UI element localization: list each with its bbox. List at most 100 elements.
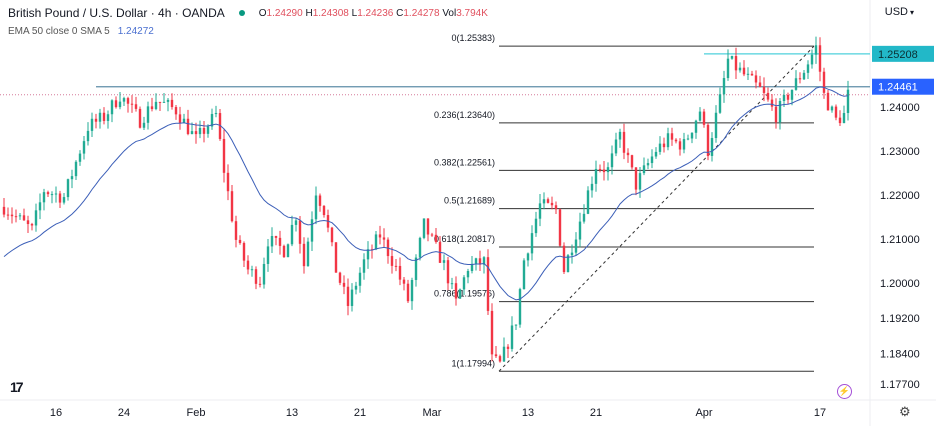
candle-down	[706, 124, 710, 156]
tradingview-logo[interactable]: 17	[10, 379, 24, 395]
candle-down	[222, 138, 226, 173]
candle-up	[802, 72, 806, 80]
candle-up	[638, 173, 642, 190]
candle-up	[214, 113, 218, 115]
candle-down	[838, 117, 842, 124]
candle-up	[110, 100, 114, 115]
candle-down	[402, 279, 406, 284]
candle-down	[662, 143, 666, 148]
time-tick-label: 21	[590, 407, 602, 419]
candle-down	[426, 218, 430, 235]
candle-down	[670, 133, 674, 140]
ohlc-values: O1.24290 H1.24308 L1.24236 C1.24278 Vol3…	[259, 8, 488, 19]
fib-level-label: 0.236(1.23640)	[434, 110, 495, 120]
candle-down	[230, 191, 234, 222]
candle-down	[834, 106, 838, 118]
candle-down	[630, 155, 634, 168]
candle-down	[822, 71, 826, 93]
candle-down	[634, 167, 638, 190]
candle-up	[62, 197, 66, 203]
candle-down	[394, 265, 398, 267]
time-tick-label: Mar	[423, 407, 442, 419]
candle-up	[366, 249, 370, 260]
candle-up	[614, 139, 618, 154]
candle-down	[550, 202, 554, 206]
candle-down	[242, 242, 246, 261]
indicator-legend[interactable]: EMA 50 close 0 SMA 5 1.24272	[8, 26, 488, 37]
candle-down	[494, 354, 498, 357]
candle-down	[598, 168, 602, 170]
candle-down	[218, 113, 222, 139]
candle-up	[210, 113, 214, 127]
price-axis[interactable]: 1.24000 1.23000 1.22000 1.21000 1.20000 1.192…	[880, 102, 920, 391]
candle-down	[750, 73, 754, 76]
candle-up	[250, 269, 254, 271]
candle-up	[686, 138, 690, 140]
indicator-label: EMA 50 close 0 SMA 5	[8, 26, 110, 37]
price-tick-label: 1.24000	[880, 102, 920, 114]
lightning-icon[interactable]: ⚡	[837, 384, 852, 399]
fib-level-label: 0.382(1.22561)	[434, 157, 495, 167]
candle-down	[282, 245, 286, 258]
candle-up	[842, 113, 846, 124]
candle-up	[714, 112, 718, 139]
candle-up	[362, 259, 366, 273]
currency-selector[interactable]: USD ▾	[885, 6, 914, 18]
candle-down	[334, 242, 338, 273]
candle-down	[158, 101, 162, 103]
candle-up	[514, 324, 518, 326]
candle-up	[730, 56, 734, 59]
candle-up	[666, 133, 670, 148]
candle-up	[794, 78, 798, 90]
candle-up	[658, 143, 662, 152]
candle-up	[846, 89, 850, 114]
symbol-title[interactable]: British Pound / U.S. Dollar · 4h · OANDA	[8, 6, 225, 20]
open-label: O	[258, 7, 267, 19]
candle-up	[690, 132, 694, 139]
candle-up	[642, 165, 646, 174]
candle-down	[674, 139, 678, 142]
candle-down	[150, 106, 154, 110]
candle-up	[74, 161, 78, 177]
price-tick-label: 1.21000	[880, 234, 920, 246]
candle-up	[166, 99, 170, 102]
candle-down	[562, 245, 566, 273]
price-tick-label: 1.17700	[880, 379, 920, 391]
candle-up	[590, 183, 594, 191]
candle-down	[258, 283, 262, 285]
candle-down	[254, 269, 258, 284]
candle-up	[806, 64, 810, 73]
candle-down	[322, 205, 326, 216]
candle-down	[434, 234, 438, 243]
candle-up	[38, 202, 42, 211]
candle-up	[618, 131, 622, 140]
candle-up	[206, 126, 210, 134]
candle-down	[678, 141, 682, 150]
candle-down	[174, 107, 178, 115]
candle-up	[570, 252, 574, 256]
candle-up	[306, 241, 310, 267]
candle-down	[390, 256, 394, 266]
gear-icon[interactable]: ⚙	[899, 404, 911, 419]
candle-up	[90, 118, 94, 131]
candle-down	[130, 103, 134, 105]
candles	[2, 36, 850, 363]
candle-down	[22, 215, 26, 221]
support-price-label-bg	[872, 78, 934, 95]
candle-down	[2, 206, 6, 215]
candle-up	[290, 224, 294, 245]
support-price-label: 1.24461	[878, 82, 918, 94]
candle-down	[226, 172, 230, 192]
price-tick-label: 1.22000	[880, 190, 920, 202]
candle-up	[830, 106, 834, 111]
time-tick-label: 16	[50, 407, 62, 419]
candle-down	[10, 214, 14, 217]
time-axis[interactable]: 16 24 Feb 13 21 Mar 13 21 Apr 17	[50, 407, 826, 419]
candle-down	[398, 265, 402, 280]
candle-up	[538, 203, 542, 219]
close-label: C	[396, 7, 404, 19]
candle-up	[442, 260, 446, 263]
candle-up	[314, 195, 318, 220]
